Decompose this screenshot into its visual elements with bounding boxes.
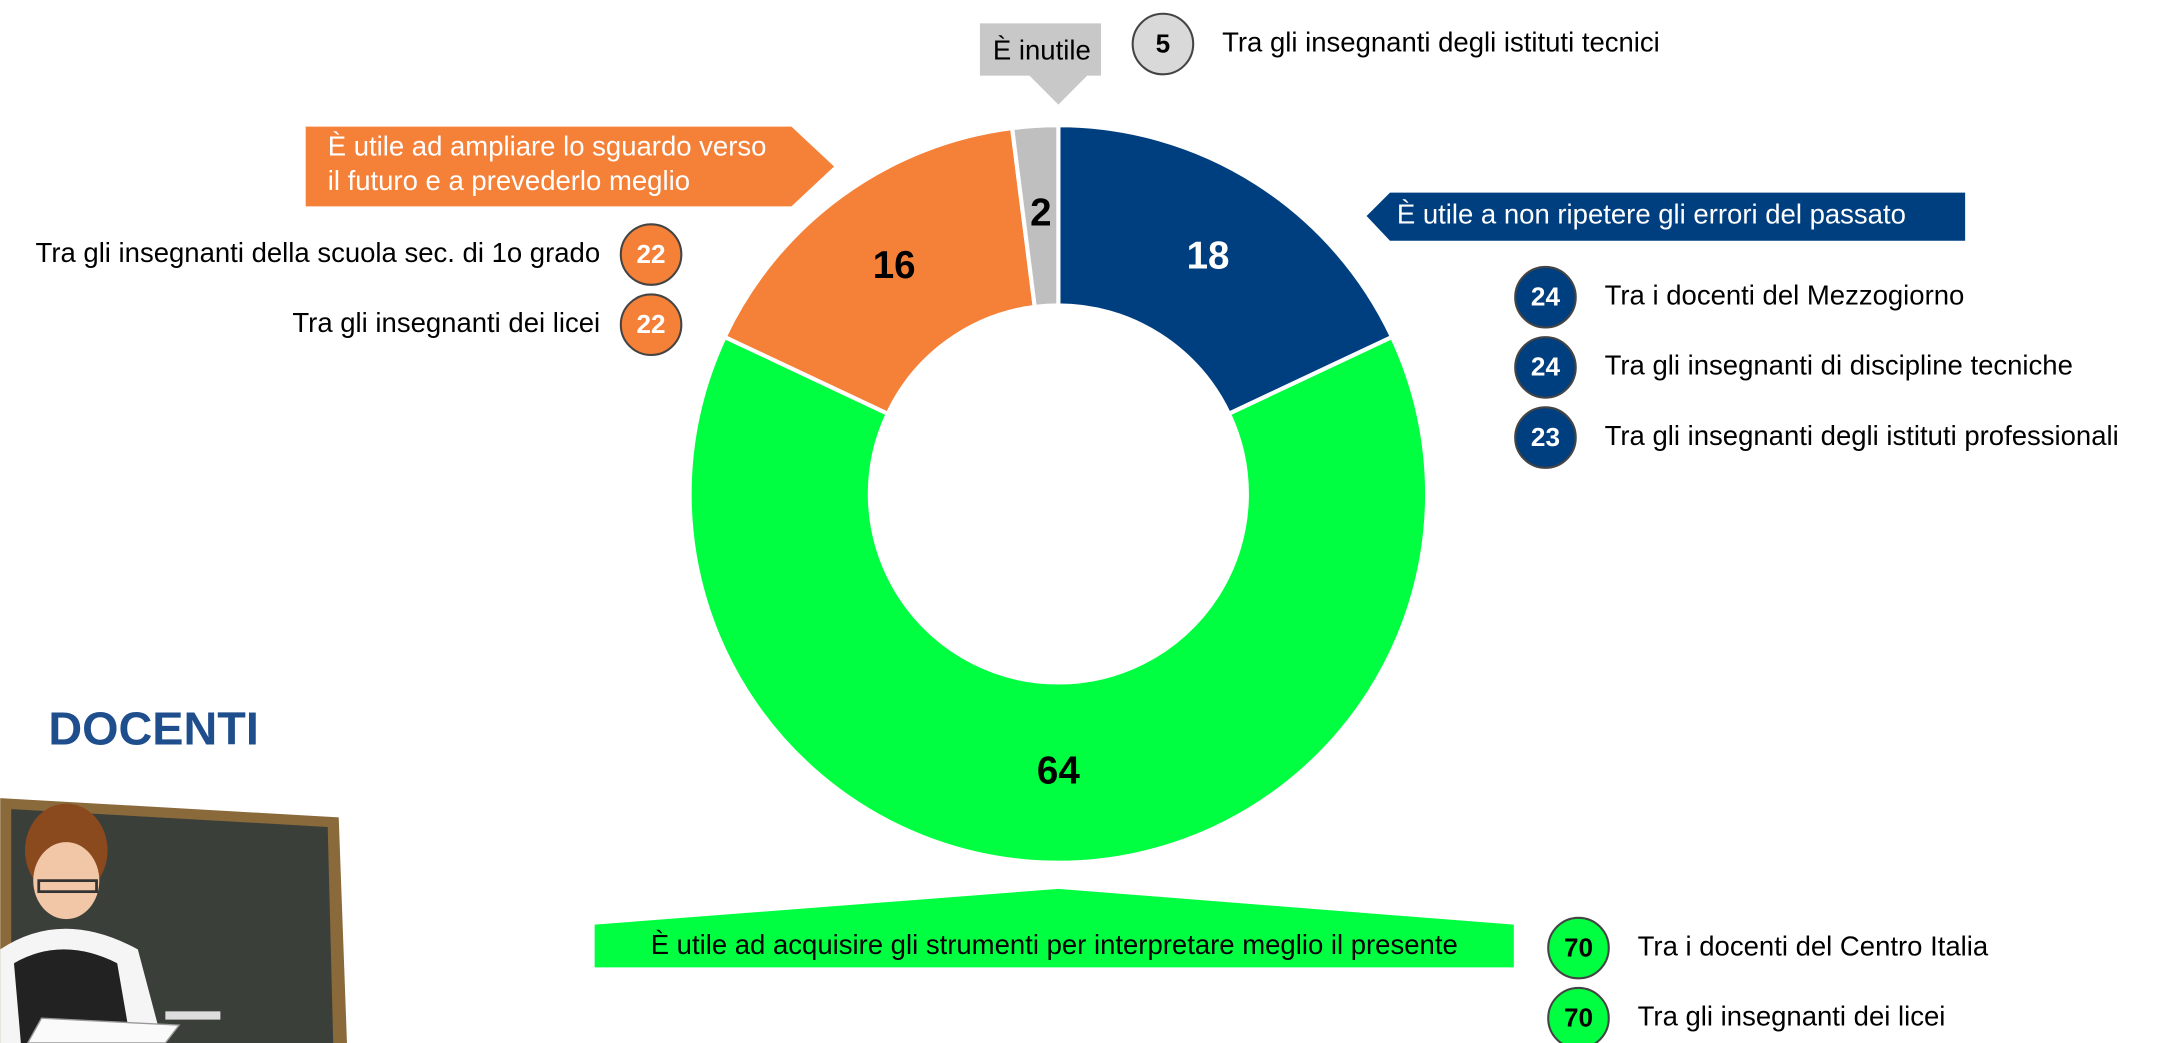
donut-slice: [1056, 123, 1395, 417]
callout-box: [979, 23, 1102, 105]
donut-slice: [1009, 123, 1061, 310]
slice-label: 16: [873, 244, 916, 287]
badge: [1547, 916, 1610, 980]
breakdown-label: Tra gli insegnanti della scuola sec. di …: [36, 237, 601, 268]
badge: [1131, 12, 1195, 76]
callout-box: [594, 888, 1514, 968]
breakdown-label: Tra i docenti del Centro Italia: [1638, 930, 1989, 961]
callout-label: È utile ad acquisire gli strumenti per i…: [651, 929, 1458, 960]
breakdown-label: Tra gli insegnanti degli istituti tecnic…: [1222, 26, 1660, 57]
donut-slice: [721, 125, 1038, 417]
badge-value: 24: [1531, 352, 1561, 382]
badge-value: 23: [1531, 422, 1560, 452]
callout-label: È utile a non ripetere gli errori del pa…: [1397, 198, 1906, 229]
breakdown-label: Tra gli insegnanti dei licei: [1638, 1000, 1946, 1031]
badge: [1514, 336, 1577, 399]
breakdown-label: Tra gli insegnanti dei licei: [292, 307, 600, 338]
badge: [619, 293, 683, 357]
callout-label: È inutile: [993, 35, 1091, 66]
callout-line: È utile ad ampliare lo sguardo verso: [328, 131, 767, 162]
badge: [1547, 986, 1610, 1043]
badge-value: 22: [637, 239, 666, 269]
slice-label: 2: [1030, 191, 1051, 234]
badge-value: 24: [1531, 281, 1561, 311]
callout-box: [305, 126, 835, 207]
badge-value: 70: [1564, 1003, 1593, 1033]
slice-label: 18: [1187, 234, 1230, 277]
breakdown-label: Tra i docenti del Mezzogiorno: [1605, 279, 1965, 310]
badge-value: 70: [1564, 932, 1593, 962]
callout-line: il futuro e a prevederlo meglio: [328, 165, 690, 196]
breakdown-label: Tra gli insegnanti degli istituti profes…: [1605, 420, 2119, 451]
slice-label: 64: [1037, 749, 1080, 792]
donut-slice: [687, 334, 1430, 865]
badge-value: 5: [1156, 28, 1171, 58]
teacher-illustration: [0, 798, 347, 1043]
callout-label: È utile ad ampliare lo sguardo verso il f…: [328, 131, 767, 196]
badge: [1514, 406, 1577, 469]
badge-value: 22: [637, 309, 666, 339]
breakdown-label: Tra gli insegnanti di discipline tecnich…: [1605, 350, 2073, 381]
chart-title: DOCENTI: [48, 702, 258, 754]
callout-box: [1366, 192, 1966, 241]
badge: [1514, 265, 1577, 329]
badge: [619, 223, 683, 286]
